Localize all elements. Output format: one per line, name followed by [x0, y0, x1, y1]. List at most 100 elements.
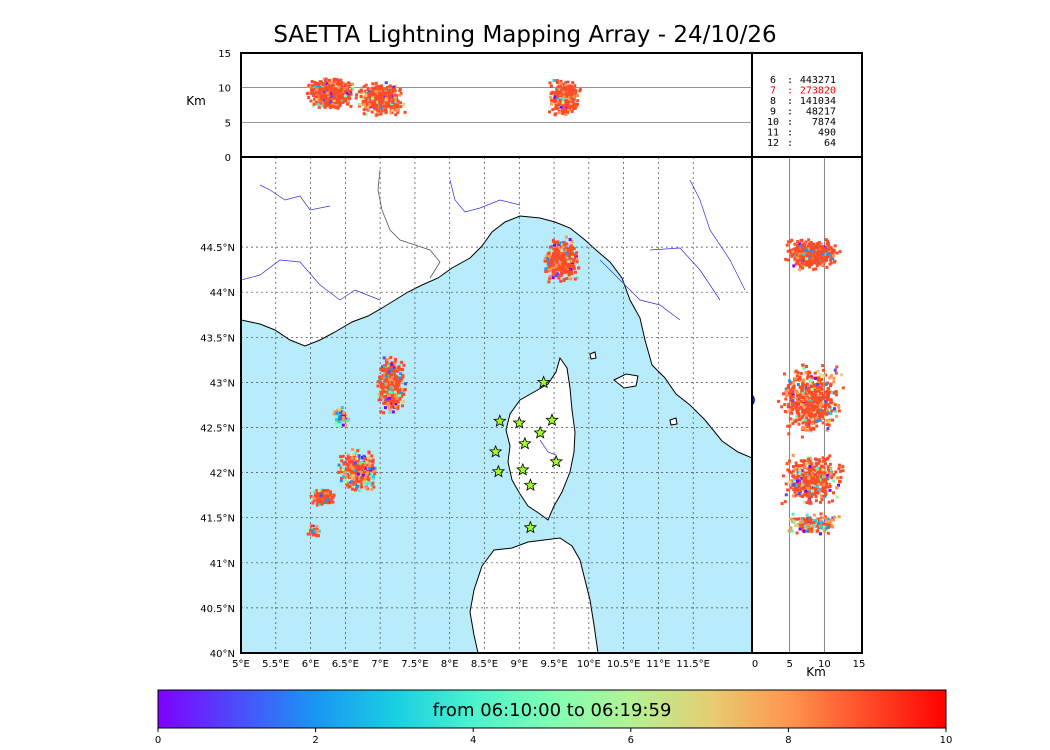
top-ytick-label: 5 [225, 118, 231, 129]
side-source [826, 402, 830, 406]
lightning-source [345, 483, 349, 487]
altitude-source [388, 88, 392, 92]
star-icon [536, 375, 551, 389]
altitude-source [307, 96, 311, 99]
side-source [823, 252, 827, 256]
side-source [838, 480, 842, 484]
altitude-source [548, 110, 551, 114]
altitude-source [378, 99, 382, 102]
lightning-source [567, 254, 571, 258]
side-source [822, 494, 826, 498]
side-source [790, 406, 793, 409]
colorbar-tick-label: 2 [312, 735, 318, 746]
side-source [821, 251, 824, 255]
lightning-source [339, 479, 343, 483]
altitude-source [321, 88, 325, 92]
side-source [817, 467, 821, 470]
altitude-source [571, 81, 575, 84]
side-source [801, 419, 805, 422]
side-source [825, 423, 829, 427]
altitude-source [371, 96, 375, 100]
altitude-source [384, 98, 388, 102]
lightning-source [371, 458, 375, 462]
side-source [807, 238, 811, 242]
side-source [821, 256, 825, 260]
lightning-source [393, 360, 397, 364]
side-source [820, 391, 823, 395]
side-source [810, 397, 814, 400]
altitude-source [388, 105, 392, 109]
side-source [827, 387, 831, 391]
side-panel-xlabel: Km [806, 665, 826, 679]
altitude-source [347, 94, 351, 97]
side-source [797, 412, 801, 416]
side-source [805, 467, 809, 471]
lightning-source [306, 532, 310, 536]
lightning-source [355, 457, 359, 461]
altitude-source [380, 94, 384, 98]
lightning-source [392, 385, 396, 389]
lightning-source [349, 463, 353, 467]
side-source [824, 373, 828, 377]
lightning-source [390, 382, 394, 385]
lightning-source [360, 481, 364, 485]
side-source [807, 387, 811, 391]
lightning-source [568, 238, 572, 241]
side-source [794, 262, 798, 266]
altitude-source [554, 112, 558, 116]
side-xtick-label: 5 [786, 659, 792, 670]
side-source [805, 365, 808, 368]
side-source [793, 517, 797, 521]
altitude-source [390, 105, 394, 109]
side-source [792, 253, 796, 257]
side-source [814, 377, 818, 380]
lightning-source [390, 362, 394, 366]
altitude-source [574, 92, 578, 96]
side-source [824, 238, 828, 242]
altitude-source [349, 92, 353, 96]
side-source [816, 461, 820, 465]
altitude-source [332, 80, 336, 83]
side-source [796, 240, 800, 244]
lightning-source [568, 248, 572, 252]
lightning-source [394, 374, 398, 378]
lightning-source [349, 477, 353, 481]
side-source [830, 400, 833, 404]
side-source [810, 492, 814, 496]
lightning-source [370, 483, 374, 487]
lightning-source [365, 472, 368, 476]
lightning-source [553, 250, 557, 253]
side-source [809, 415, 813, 419]
side-source [818, 410, 821, 414]
altitude-source [360, 96, 364, 100]
lightning-source [384, 388, 388, 392]
side-source [807, 475, 811, 479]
lightning-source [560, 249, 564, 253]
lightning-sources-altitude [305, 77, 582, 117]
side-panel-frame [751, 156, 863, 654]
lightning-source [324, 489, 328, 492]
side-source [790, 254, 794, 258]
side-source [820, 494, 824, 498]
altitude-source [372, 99, 376, 103]
lightning-source [315, 503, 319, 507]
altitude-source [373, 88, 377, 92]
side-source [825, 419, 829, 423]
lightning-source [381, 369, 384, 373]
lightning-source [572, 264, 576, 268]
altitude-source [331, 92, 335, 96]
altitude-source [324, 93, 328, 96]
lightning-source [390, 396, 394, 400]
side-source [828, 520, 832, 523]
lightning-source [320, 495, 324, 499]
side-source [784, 493, 788, 497]
lightning-source [559, 273, 562, 277]
altitude-source [325, 95, 328, 99]
side-source [801, 243, 805, 247]
side-source [781, 474, 785, 478]
altitude-source [329, 81, 333, 85]
altitude-source [552, 100, 556, 104]
side-source [813, 255, 817, 258]
lightning-source [357, 488, 361, 492]
side-source [807, 259, 811, 263]
